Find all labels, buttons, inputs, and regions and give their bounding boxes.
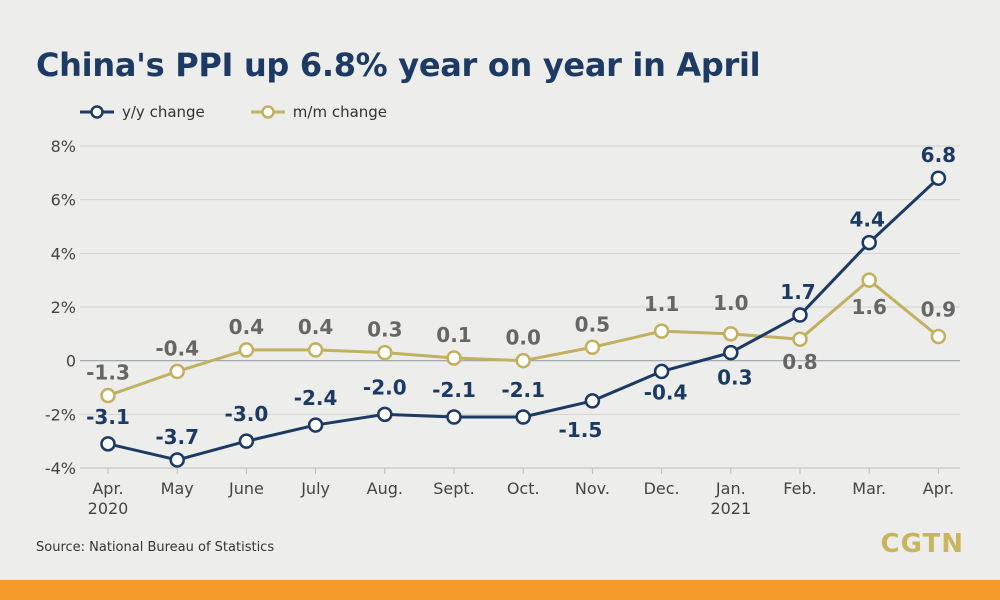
x-tick-label: Dec.	[644, 479, 680, 498]
y-tick-label: 2%	[51, 298, 76, 317]
mm-data-label: 0.4	[298, 315, 333, 339]
mm-data-label: 0.4	[229, 315, 264, 339]
y-tick-label: -4%	[45, 459, 76, 478]
mm-data-label: -0.4	[155, 336, 199, 360]
y-tick-label: 0	[66, 352, 76, 371]
x-tick-label: Nov.	[575, 479, 610, 498]
x-tick-label: Sept.	[433, 479, 475, 498]
mm-data-label: 0.8	[782, 350, 817, 374]
x-tick-label: Aug.	[367, 479, 403, 498]
mm-data-point	[930, 328, 947, 345]
yy-data-point	[307, 417, 324, 433]
x-tick-label: Apr.	[923, 479, 954, 498]
yy-data-point	[723, 344, 739, 361]
yy-data-label: 4.4	[849, 208, 884, 232]
yy-data-label: -2.1	[501, 378, 545, 402]
yy-data-label: -2.1	[432, 378, 476, 402]
yy-data-point	[377, 406, 393, 423]
legend-item-yy: y/y change	[80, 103, 205, 121]
x-tick-label: Mar.	[852, 479, 886, 498]
yy-data-label: 0.3	[717, 366, 752, 390]
yy-data-label: -3.7	[155, 425, 199, 449]
x-tick-label: June	[228, 479, 264, 498]
yy-data-point	[515, 409, 531, 425]
mm-data-point	[861, 272, 877, 288]
y-tick-label: 4%	[51, 244, 76, 263]
yy-data-point	[861, 234, 877, 251]
legend-marker-mm	[250, 105, 285, 119]
mm-data-point	[307, 342, 324, 358]
mm-data-point	[792, 331, 808, 347]
x-tick-label: Feb.	[783, 479, 816, 498]
mm-data-label: 1.0	[713, 291, 748, 315]
yy-data-point	[653, 363, 670, 380]
mm-data-point	[169, 363, 185, 380]
cgtn-logo: CGTN	[880, 529, 964, 559]
legend-marker-yy	[80, 105, 114, 119]
x-tick-label: Apr.	[92, 479, 123, 498]
mm-data-point	[100, 387, 116, 404]
legend-item-mm: m/m change	[250, 103, 388, 121]
y-tick-label: 6%	[51, 191, 76, 210]
source-note: Source: National Bureau of Statistics	[36, 540, 275, 555]
yy-data-point	[100, 436, 116, 452]
mm-data-label: 1.6	[851, 295, 886, 319]
yy-data-point	[584, 393, 601, 409]
yy-data-label: 1.7	[780, 280, 815, 304]
yy-data-point	[169, 452, 185, 468]
mm-data-label: 0.5	[575, 312, 610, 336]
mm-data-point	[584, 339, 601, 355]
mm-data-point	[446, 350, 462, 366]
x-tick-label: Oct.	[507, 479, 540, 498]
yy-data-point	[446, 409, 462, 425]
mm-data-point	[515, 352, 531, 369]
yy-data-label: -2.4	[294, 386, 338, 410]
yy-data-point	[792, 307, 808, 323]
mm-data-label: 0.9	[921, 298, 956, 322]
chart-title: China's PPI up 6.8% year on year in Apri…	[36, 46, 761, 84]
y-tick-label: 8%	[51, 137, 76, 156]
mm-data-label: 0.0	[505, 326, 540, 350]
legend: y/y change m/m change	[80, 103, 433, 121]
yy-data-point	[238, 433, 255, 449]
yy-data-point	[930, 170, 947, 186]
yy-data-label: -0.4	[644, 380, 688, 404]
mm-data-label: -1.3	[86, 361, 130, 385]
x-tick-label: July	[300, 479, 330, 498]
y-tick-label: -2%	[45, 405, 76, 424]
mm-data-point	[723, 326, 739, 342]
x-tick-label: Jan.	[715, 479, 746, 498]
mm-data-point	[653, 323, 670, 339]
mm-data-point	[377, 344, 393, 361]
yy-data-label: -1.5	[559, 418, 603, 442]
yy-data-label: -3.0	[225, 402, 269, 426]
x-tick-label: 2020	[88, 499, 129, 518]
yy-data-label: -3.1	[86, 405, 130, 429]
mm-data-label: 0.3	[367, 318, 402, 342]
yy-data-label: -2.0	[363, 375, 407, 399]
bottom-accent-bar	[0, 580, 1000, 600]
mm-data-label: 1.1	[644, 292, 679, 316]
yy-data-label: 6.8	[921, 143, 956, 167]
x-tick-label: May	[161, 479, 194, 498]
mm-data-label: 0.1	[436, 323, 471, 347]
legend-label-yy: y/y change	[122, 103, 205, 121]
legend-label-mm: m/m change	[292, 103, 388, 121]
x-tick-label: 2021	[710, 499, 751, 518]
mm-data-point	[238, 342, 255, 358]
